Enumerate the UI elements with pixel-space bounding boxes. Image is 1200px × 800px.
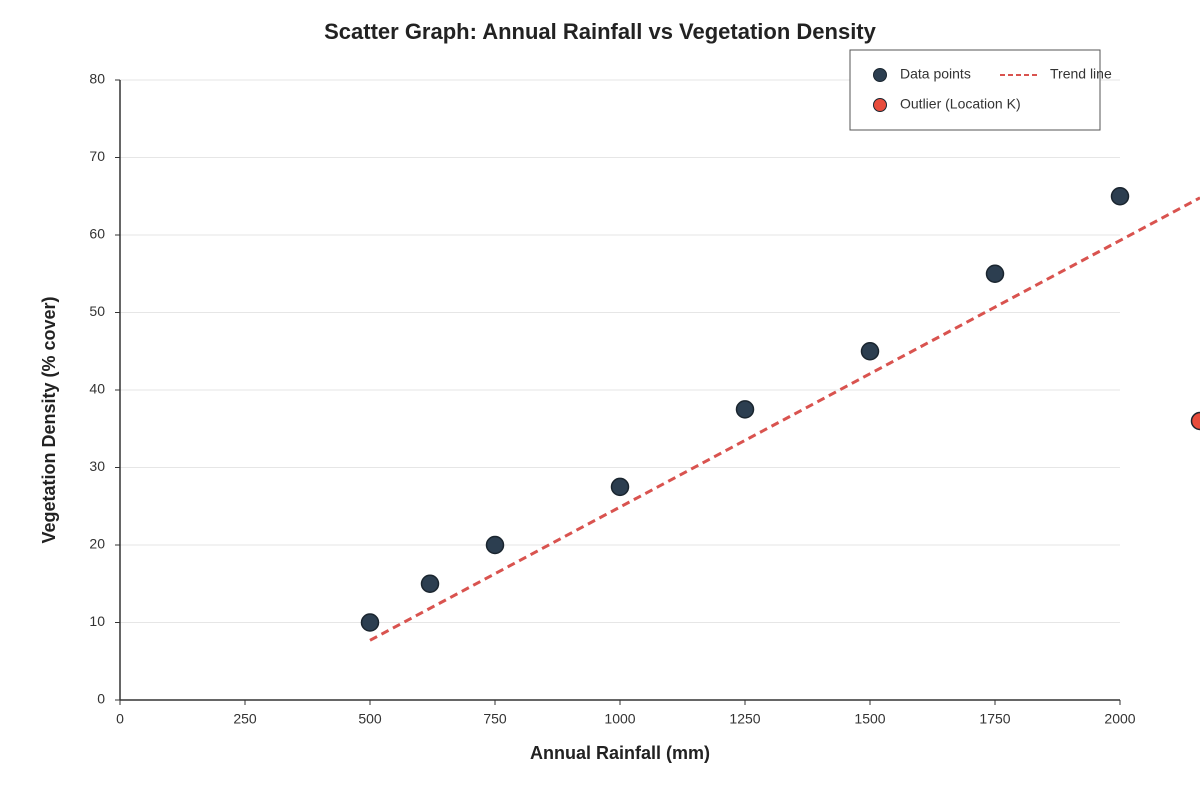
- x-tick-label: 0: [116, 711, 124, 727]
- x-tick-label: 500: [358, 711, 382, 727]
- y-tick-label: 30: [89, 458, 105, 474]
- y-tick-label: 80: [89, 71, 105, 87]
- data-point: [985, 264, 1005, 283]
- legend-swatch: [873, 98, 887, 112]
- legend-label: Trend line: [1050, 66, 1112, 82]
- data-point: [360, 613, 380, 632]
- x-tick-label: 750: [483, 711, 507, 727]
- y-tick-label: 50: [89, 303, 105, 319]
- y-tick-label: 40: [89, 381, 105, 397]
- y-tick-label: 10: [89, 613, 105, 629]
- y-tick-label: 20: [89, 536, 105, 552]
- data-point: [860, 342, 880, 361]
- data-point: [485, 535, 505, 555]
- y-tick-label: 70: [89, 148, 105, 164]
- x-tick-label: 1750: [979, 711, 1010, 727]
- data-point: [610, 477, 630, 497]
- y-tick-label: 0: [97, 691, 105, 707]
- legend-box: [849, 49, 1101, 131]
- x-tick-label: 2000: [1104, 711, 1135, 727]
- x-tick-label: 1250: [729, 711, 760, 727]
- y-axis-label: Vegetation Density (% cover): [39, 296, 59, 543]
- chart-title: Scatter Graph: Annual Rainfall vs Vegeta…: [324, 19, 877, 44]
- x-axis-label: Annual Rainfall (mm): [530, 743, 710, 763]
- legend-swatch: [873, 68, 887, 82]
- x-tick-label: 1000: [604, 711, 635, 727]
- legend-label: Outlier (Location K): [900, 96, 1021, 112]
- x-tick-label: 1500: [854, 711, 885, 727]
- data-point: [1190, 411, 1200, 431]
- data-point: [1110, 187, 1130, 206]
- trend-line: [369, 196, 1200, 642]
- data-point: [735, 400, 755, 419]
- legend-label: Data points: [900, 66, 971, 82]
- x-tick-label: 250: [233, 711, 257, 727]
- data-point: [420, 574, 440, 593]
- y-tick-label: 60: [89, 226, 105, 242]
